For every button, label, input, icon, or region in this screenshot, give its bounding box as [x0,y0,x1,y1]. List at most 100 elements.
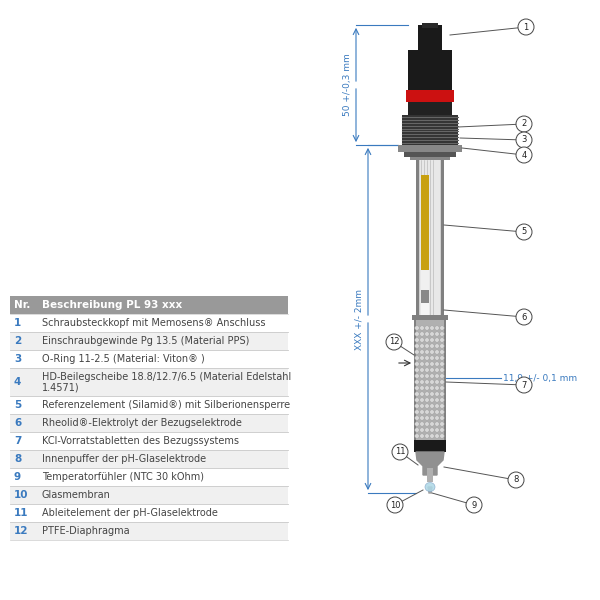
Circle shape [415,356,419,360]
Bar [421,290,429,303]
Bar [10,450,288,468]
Circle shape [430,428,434,432]
Bar [412,315,448,320]
Circle shape [516,147,532,163]
Bar [10,396,288,414]
Circle shape [440,398,444,402]
Text: Ableitelement der pH-Glaselektrode: Ableitelement der pH-Glaselektrode [42,508,218,518]
Circle shape [415,434,419,438]
Circle shape [440,410,444,414]
Circle shape [435,386,439,390]
Circle shape [435,434,439,438]
Circle shape [430,392,434,396]
Circle shape [435,404,439,408]
Circle shape [430,356,434,360]
Text: Einschraubgewinde Pg 13.5 (Material PPS): Einschraubgewinde Pg 13.5 (Material PPS) [42,336,250,346]
Circle shape [415,422,419,426]
Bar [406,90,454,102]
Circle shape [420,362,424,366]
Circle shape [440,386,444,390]
Circle shape [430,344,434,348]
Circle shape [430,374,434,378]
Circle shape [420,422,424,426]
Circle shape [430,326,434,330]
Bar [404,152,456,157]
Text: Innenpuffer der pH-Glaselektrode: Innenpuffer der pH-Glaselektrode [42,454,206,464]
Circle shape [440,356,444,360]
Bar [416,160,444,445]
Text: 9: 9 [472,500,476,509]
Text: 2: 2 [14,336,21,346]
Circle shape [415,392,419,396]
Text: 6: 6 [521,313,527,322]
Circle shape [430,362,434,366]
Bar [10,468,288,486]
Circle shape [435,374,439,378]
Text: 1.4571): 1.4571) [42,382,80,392]
Circle shape [420,374,424,378]
Bar [414,320,416,440]
Bar [427,468,433,482]
Text: XXX +/- 2mm: XXX +/- 2mm [355,289,364,349]
Circle shape [415,338,419,342]
Bar [10,332,288,350]
Text: Rheolid®-Elektrolyt der Bezugselektrode: Rheolid®-Elektrolyt der Bezugselektrode [42,418,242,428]
Text: 1: 1 [523,22,529,31]
Text: O-Ring 11-2.5 (Material: Viton® ): O-Ring 11-2.5 (Material: Viton® ) [42,354,205,364]
Circle shape [425,434,429,438]
Circle shape [435,428,439,432]
Circle shape [440,428,444,432]
Circle shape [430,422,434,426]
Circle shape [415,410,419,414]
Bar [402,115,458,145]
Text: 7: 7 [521,380,527,389]
Text: 10: 10 [14,490,29,500]
Text: HD-Beilegscheibe 18.8/12.7/6.5 (Material Edelstahl: HD-Beilegscheibe 18.8/12.7/6.5 (Material… [42,372,291,382]
Circle shape [440,350,444,354]
Circle shape [430,398,434,402]
Circle shape [430,386,434,390]
Text: Nr.: Nr. [14,300,31,310]
Circle shape [516,116,532,132]
Bar [414,440,446,452]
Text: 11,9 +/- 0,1 mm: 11,9 +/- 0,1 mm [503,373,577,383]
Circle shape [435,338,439,342]
Circle shape [435,332,439,336]
Circle shape [425,362,429,366]
Bar [416,160,419,445]
Circle shape [415,362,419,366]
Circle shape [435,398,439,402]
Circle shape [425,338,429,342]
Circle shape [440,434,444,438]
Text: 50 +/-0,3 mm: 50 +/-0,3 mm [343,53,352,116]
Text: 4: 4 [521,151,527,160]
Circle shape [435,356,439,360]
Circle shape [430,368,434,372]
Circle shape [420,428,424,432]
Circle shape [516,224,532,240]
Circle shape [435,392,439,396]
Circle shape [425,344,429,348]
Circle shape [435,368,439,372]
Polygon shape [416,452,444,475]
Text: 5: 5 [14,400,21,410]
Circle shape [440,392,444,396]
Bar [421,270,429,290]
Circle shape [420,404,424,408]
Text: 2: 2 [521,119,527,128]
Circle shape [420,326,424,330]
Bar [10,414,288,432]
Circle shape [425,410,429,414]
Circle shape [420,380,424,384]
Circle shape [440,344,444,348]
Text: 8: 8 [514,475,518,485]
Text: Referenzelement (Silamid®) mit Silberionensperre: Referenzelement (Silamid®) mit Silberion… [42,400,290,410]
Bar [444,320,446,440]
Circle shape [420,398,424,402]
Circle shape [435,350,439,354]
Text: 3: 3 [14,354,21,364]
Circle shape [440,332,444,336]
Circle shape [420,392,424,396]
Circle shape [518,19,534,35]
Circle shape [425,350,429,354]
